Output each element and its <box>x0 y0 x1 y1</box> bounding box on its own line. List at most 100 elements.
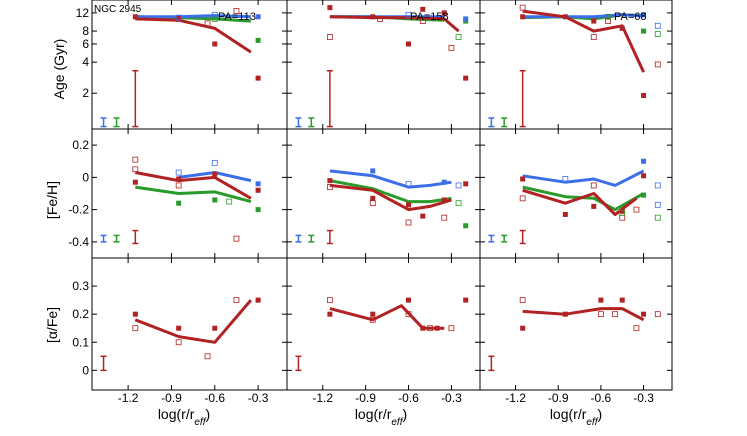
series-line-red <box>135 171 252 200</box>
errorbar-blue <box>100 117 107 128</box>
errorbar-red <box>519 70 526 128</box>
series-line-green <box>329 179 452 204</box>
marker-filled-red <box>562 311 568 317</box>
x-tick-label: -1.2 <box>312 391 333 405</box>
marker-open-red <box>326 297 333 304</box>
marker-open-red <box>233 235 240 242</box>
marker-filled-red <box>591 203 597 209</box>
marker-open-red <box>427 325 433 332</box>
y-tick-label: 8 <box>82 24 89 38</box>
x-tick-label: -0.3 <box>633 391 654 405</box>
y-tick-label: 0 <box>82 363 89 377</box>
marker-open-green <box>226 198 233 205</box>
marker-filled-red <box>463 181 469 187</box>
marker-open-red <box>175 339 182 346</box>
marker-filled-red <box>520 325 526 331</box>
marker-filled-red <box>641 173 647 179</box>
marker-open-green <box>211 15 218 22</box>
xlabel-sub-col1: eff <box>194 417 206 428</box>
galaxy-label: NGC 2945 <box>94 4 142 15</box>
marker-open-red <box>132 325 139 332</box>
marker-filled-red <box>132 311 138 317</box>
errorbar-red <box>488 355 495 372</box>
marker-filled-red <box>212 41 218 47</box>
marker-filled-red <box>406 41 412 47</box>
marker-open-red <box>619 214 626 221</box>
panel-r1-c2 <box>286 0 481 130</box>
marker-filled-red <box>441 197 447 203</box>
marker-open-blue <box>175 169 182 176</box>
marker-filled-red <box>176 325 182 331</box>
marker-open-red <box>377 15 383 22</box>
series-line-red <box>522 9 645 73</box>
marker-filled-red <box>212 171 218 177</box>
series-line-red <box>329 183 452 212</box>
marker-open-red <box>597 311 604 318</box>
y-tick-label: 0.2 <box>72 307 89 321</box>
marker-open-red <box>448 325 455 332</box>
marker-open-blue <box>455 182 462 189</box>
marker-open-green <box>455 34 462 40</box>
marker-filled-blue <box>463 16 469 22</box>
marker-open-green <box>605 13 611 20</box>
marker-filled-red <box>434 325 440 331</box>
xlabel-col2: log(r/reff) <box>355 406 407 428</box>
marker-filled-blue <box>255 181 261 187</box>
marker-filled-blue <box>641 12 647 18</box>
marker-open-red <box>519 195 526 202</box>
marker-filled-red <box>420 213 426 219</box>
marker-open-red <box>233 8 240 14</box>
errorbar-red <box>326 229 333 245</box>
xlabel-col3: log(r/reff) <box>550 406 602 428</box>
marker-filled-red <box>520 14 526 20</box>
pa-label-col3: PA=68 <box>614 11 647 23</box>
marker-open-red <box>448 44 455 51</box>
marker-filled-green <box>463 223 469 229</box>
marker-open-red <box>233 297 240 304</box>
marker-filled-red <box>598 297 604 303</box>
marker-filled-green <box>255 37 261 43</box>
marker-filled-red <box>463 297 469 303</box>
xlabel-close-col1: ) <box>206 406 211 422</box>
marker-filled-red <box>370 195 376 201</box>
y-tick-label: 0.3 <box>72 279 89 293</box>
marker-open-green <box>455 200 462 207</box>
panel-r2-c1: -0.4 -0.2 0 0.2 <box>68 128 288 259</box>
marker-open-red <box>590 182 597 189</box>
marker-filled-red <box>255 187 261 193</box>
marker-filled-red <box>591 18 597 24</box>
y-tick-label: 0.1 <box>72 335 89 349</box>
y-tick-label: 12 <box>76 6 90 20</box>
marker-filled-red <box>370 14 376 20</box>
errorbar-green <box>113 234 120 243</box>
marker-open-blue <box>211 159 218 166</box>
marker-open-blue <box>654 182 661 189</box>
marker-filled-red <box>441 10 447 16</box>
marker-open-blue <box>654 22 661 29</box>
marker-open-blue <box>405 180 412 187</box>
errorbar-green <box>113 117 120 128</box>
x-tick-label: -0.9 <box>161 391 182 405</box>
pa-label-col2: PA=158 <box>410 11 449 23</box>
xlabel-main-col2: log(r/r <box>355 406 392 422</box>
marker-open-blue <box>175 14 182 21</box>
marker-open-red <box>654 311 661 318</box>
marker-open-red <box>519 4 526 11</box>
marker-filled-red <box>619 297 625 303</box>
errorbar-green <box>308 117 315 128</box>
x-tick-label: -1.2 <box>505 391 526 405</box>
x-tick-label: -0.3 <box>248 391 269 405</box>
marker-open-red <box>369 316 376 323</box>
y-tick-label: -0.4 <box>68 235 89 249</box>
series-line-blue <box>522 169 645 187</box>
marker-open-red <box>419 18 426 24</box>
errorbar-red <box>519 229 526 245</box>
marker-filled-red <box>255 75 261 81</box>
marker-filled-blue <box>255 14 261 20</box>
y-tick-label: 0 <box>82 170 89 184</box>
marker-filled-green <box>641 192 647 198</box>
y-tick-label: 6 <box>82 37 89 51</box>
ylabel-feh: [Fe/H] <box>44 181 60 219</box>
marker-filled-red <box>212 325 218 331</box>
xlabel-sub-col3: eff <box>586 417 598 428</box>
